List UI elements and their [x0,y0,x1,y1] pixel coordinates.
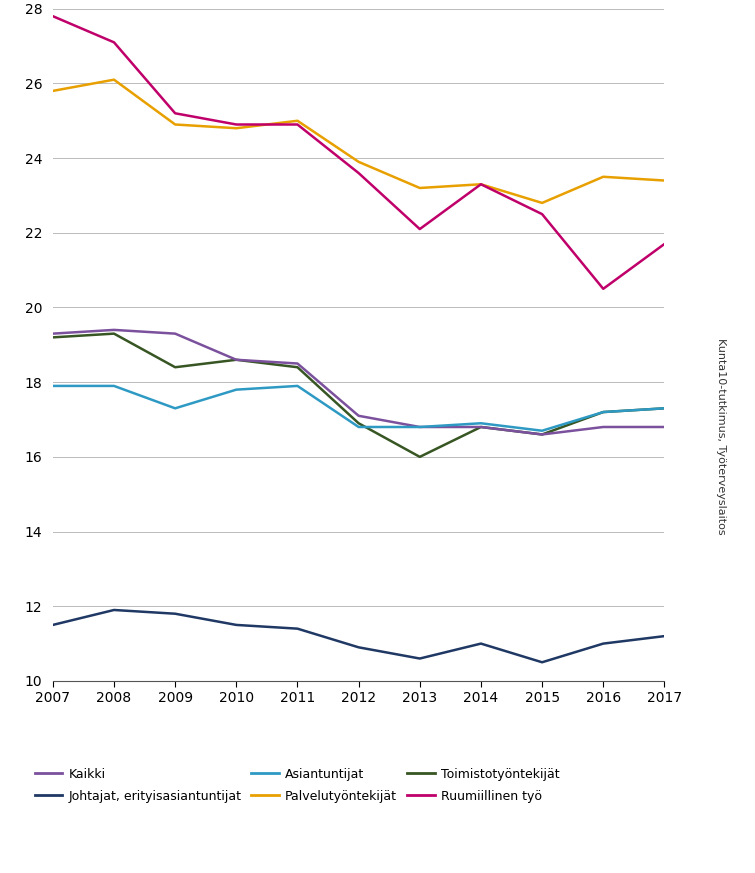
Legend: Kaikki, Johtajat, erityisasiantuntijat, Asiantuntijat, Palvelutyöntekijät, Toimi: Kaikki, Johtajat, erityisasiantuntijat, … [35,768,559,802]
Text: Kunta10-tutkimus, Työterveyslaitos: Kunta10-tutkimus, Työterveyslaitos [716,338,726,535]
